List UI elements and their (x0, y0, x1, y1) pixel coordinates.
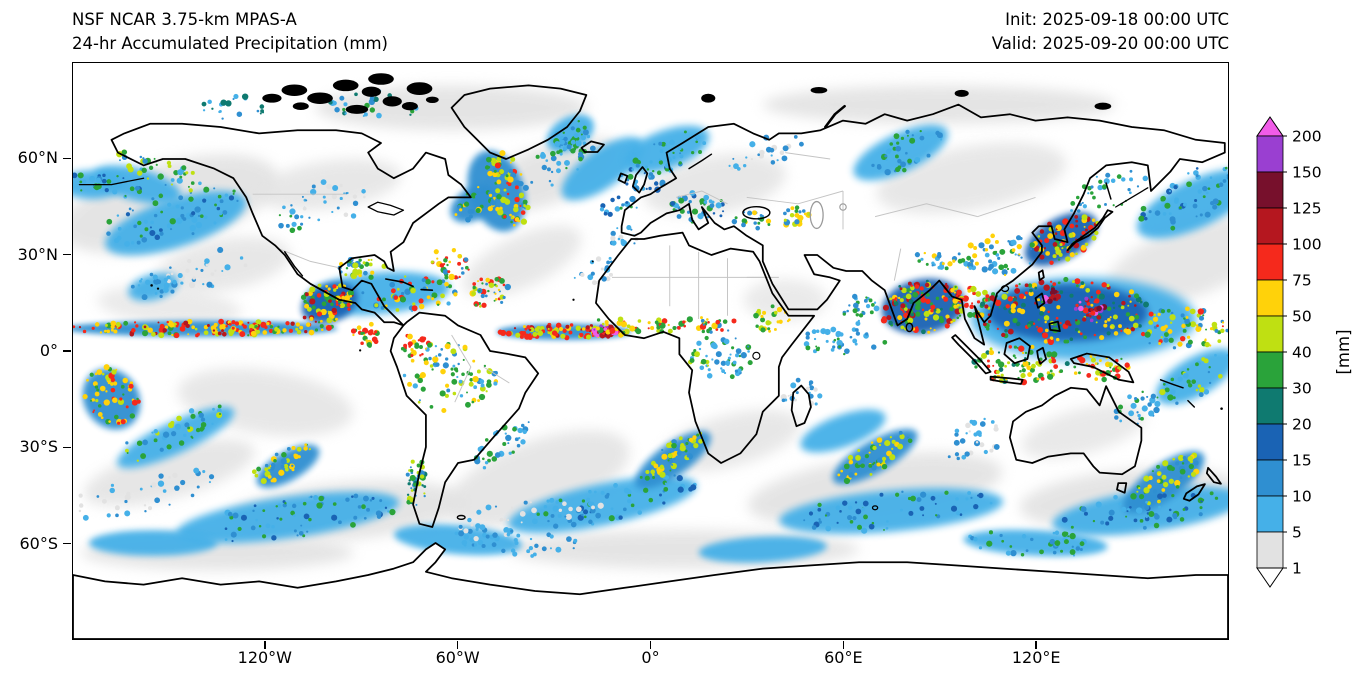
x-tick-mark (264, 641, 266, 649)
colorbar-tick-label: 50 (1292, 308, 1312, 326)
coast-ireland (617, 172, 629, 184)
coast-black-sea (742, 205, 771, 220)
y-tick-label: 30°S (19, 437, 58, 457)
map-area (72, 62, 1229, 640)
coastlines (73, 84, 1228, 639)
coast-japan (1066, 209, 1114, 252)
y-tick-mark (63, 446, 71, 449)
figure-header-left: NSF NCAR 3.75-km MPAS-A 24-hr Accumulate… (72, 8, 388, 56)
colorbar-svg: 200 150 125 100 75 50 40 30 20 15 10 5 1 [mm] (1256, 116, 1353, 588)
colorbar-unit-label: [mm] (1334, 329, 1353, 374)
colorbar-tick-label: 200 (1292, 128, 1322, 146)
arctic-islands (150, 73, 1223, 410)
coast-hispaniola (420, 288, 434, 292)
y-tick-label: 60°S (19, 533, 58, 553)
new-siberian-islands (1094, 102, 1112, 110)
colorbar-tick-label: 1 (1292, 560, 1302, 578)
franz-josef-land (810, 87, 828, 94)
field-title: 24-hr Accumulated Precipitation (mm) (72, 33, 388, 53)
coast-kerguelen (871, 505, 879, 511)
y-tick-mark (63, 350, 71, 352)
colorbar-tick-label: 125 (1292, 200, 1322, 218)
x-tick-mark (456, 641, 459, 649)
coast-aleutians (78, 177, 145, 186)
coast-taiwan (1037, 269, 1045, 281)
svalbard (701, 93, 716, 103)
x-tick-label: 120°W (237, 648, 292, 667)
y-tick-mark (63, 253, 71, 256)
coast-antarctica (73, 542, 1228, 639)
colorbar-tick-label: 15 (1292, 452, 1312, 470)
canary (591, 260, 594, 263)
x-tick-mark (842, 641, 845, 649)
coast-baja (284, 251, 304, 277)
x-tick-label: 120°E (1011, 648, 1061, 667)
coast-hainan (1000, 285, 1010, 293)
coast-solomons (1159, 379, 1184, 389)
coast-novaya-zemlya (824, 104, 846, 129)
y-tick-label: 30°N (17, 244, 58, 264)
coast-luzon (1034, 292, 1046, 309)
colorbar-tick-label: 150 (1292, 164, 1322, 182)
coast-borneo (1003, 337, 1031, 365)
coast-iceland (580, 140, 605, 153)
precipitation-layer (73, 85, 1228, 571)
coast-nz-south (1182, 483, 1206, 502)
country-borders (252, 152, 1036, 403)
y-tick-mark (63, 157, 71, 160)
coast-falklands (456, 514, 466, 521)
coast-australia (1008, 385, 1143, 476)
coast-uk (631, 166, 649, 194)
coast-tasmania (1116, 482, 1128, 494)
coast-cuba (385, 278, 414, 288)
coast-kurils (1115, 187, 1149, 208)
x-tick-label: 60°E (824, 648, 863, 667)
colorbar-tick-label: 30 (1292, 380, 1312, 398)
coast-lake-victoria (752, 351, 761, 360)
coast-mindanao (1048, 320, 1061, 333)
figure-header-right: Init: 2025-09-18 00:00 UTC Valid: 2025-0… (992, 8, 1229, 56)
hawaii (150, 284, 153, 287)
model-title: NSF NCAR 3.75-km MPAS-A (72, 10, 297, 29)
coast-sulawesi (1036, 346, 1047, 365)
init-time: Init: 2025-09-18 00:00 UTC (1005, 10, 1229, 29)
coast-sumatra (951, 334, 992, 375)
valid-time: Valid: 2025-09-20 00:00 UTC (991, 33, 1229, 53)
y-tick-mark (63, 542, 71, 545)
coast-java (989, 375, 1024, 385)
coast-africa (595, 231, 816, 464)
coast-new-caledonia (1187, 399, 1196, 408)
world-map (73, 73, 1228, 639)
coast-eurasia (620, 103, 1226, 346)
fiji (1220, 407, 1223, 410)
x-tick-label: 0° (641, 648, 660, 667)
coast-sakhalin (1105, 182, 1112, 200)
colorbar-tick-label: 20 (1292, 416, 1312, 434)
galapagos (359, 349, 362, 352)
y-tick-label: 0° (39, 341, 58, 360)
colorbar-tick-label: 40 (1292, 344, 1312, 362)
colorbar: 200 150 125 100 75 50 40 30 20 15 10 5 1 [mm] (1249, 116, 1361, 596)
coast-sri-lanka (905, 322, 914, 333)
coast-north-america (110, 122, 472, 327)
cape-verde (572, 298, 575, 301)
coast-new-guinea (1069, 352, 1135, 384)
colorbar-tick-label: 75 (1292, 272, 1312, 290)
coast-south-america (389, 311, 540, 528)
coast-madagascar (790, 384, 812, 428)
x-tick-mark (649, 641, 652, 649)
x-tick-mark (1035, 641, 1037, 649)
coast-baltic (688, 153, 713, 170)
coast-nz-north (1205, 466, 1222, 485)
colorbar-tick-label: 100 (1292, 236, 1322, 254)
y-tick-label: 60°N (17, 148, 58, 168)
x-tick-label: 60°W (435, 648, 480, 667)
coast-greenland (450, 84, 588, 160)
coast-great-lakes (367, 201, 405, 216)
severnaya-zemlya (954, 89, 969, 97)
colorbar-tick-label: 10 (1292, 488, 1312, 506)
colorbar-tick-label: 5 (1292, 524, 1302, 542)
